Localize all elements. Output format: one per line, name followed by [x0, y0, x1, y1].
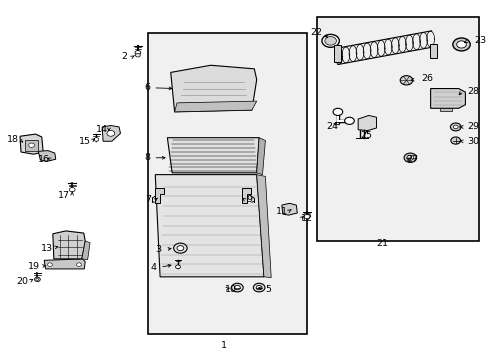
Circle shape [256, 285, 262, 290]
Text: 26: 26 [420, 75, 432, 84]
Circle shape [135, 50, 141, 55]
Text: 23: 23 [473, 36, 485, 45]
Text: 12: 12 [301, 214, 312, 223]
Text: 22: 22 [309, 28, 321, 37]
Text: 17: 17 [58, 191, 69, 200]
Circle shape [231, 283, 243, 292]
Bar [429, 44, 436, 58]
Text: 10: 10 [225, 285, 237, 294]
Circle shape [452, 125, 457, 129]
Text: 1: 1 [221, 341, 226, 350]
Bar [25, 140, 38, 150]
Circle shape [406, 155, 413, 160]
Text: 30: 30 [467, 137, 478, 146]
Polygon shape [44, 259, 85, 269]
Circle shape [403, 153, 416, 162]
Text: 7: 7 [145, 195, 151, 204]
Circle shape [324, 37, 336, 45]
Polygon shape [281, 203, 297, 215]
Circle shape [332, 108, 342, 116]
Circle shape [253, 283, 264, 292]
Text: 21: 21 [376, 239, 387, 248]
Text: 16: 16 [38, 155, 50, 164]
Text: 20: 20 [17, 276, 29, 285]
Circle shape [234, 285, 240, 290]
Circle shape [35, 277, 40, 282]
Circle shape [450, 137, 460, 144]
Circle shape [399, 76, 412, 85]
Polygon shape [53, 231, 85, 259]
Text: 4: 4 [150, 264, 156, 273]
Polygon shape [174, 101, 256, 112]
Circle shape [36, 278, 39, 280]
Text: 18: 18 [7, 135, 19, 144]
Circle shape [107, 131, 115, 136]
Text: 2: 2 [121, 52, 127, 61]
Circle shape [135, 53, 140, 57]
Bar [316, 17, 478, 241]
Bar [333, 45, 341, 62]
Circle shape [177, 246, 183, 251]
Polygon shape [155, 175, 264, 277]
Polygon shape [38, 150, 56, 161]
Circle shape [47, 263, 52, 266]
Polygon shape [170, 65, 256, 112]
Circle shape [321, 35, 339, 47]
Bar [439, 108, 451, 111]
Text: 28: 28 [467, 86, 478, 95]
Polygon shape [256, 175, 271, 278]
Bar [148, 33, 307, 334]
Text: 24: 24 [325, 122, 337, 131]
Text: 5: 5 [265, 285, 271, 294]
Polygon shape [256, 138, 265, 175]
Circle shape [456, 41, 466, 48]
Text: 11: 11 [275, 207, 287, 216]
Text: 13: 13 [41, 244, 53, 253]
Circle shape [94, 138, 99, 141]
Text: 29: 29 [467, 122, 478, 131]
Polygon shape [357, 116, 376, 131]
Polygon shape [102, 126, 120, 141]
Text: 3: 3 [155, 246, 161, 255]
Text: 19: 19 [28, 262, 40, 271]
Polygon shape [430, 89, 465, 108]
Polygon shape [242, 188, 250, 203]
Text: 8: 8 [144, 153, 150, 162]
Text: 25: 25 [359, 131, 371, 140]
Circle shape [173, 243, 187, 253]
Polygon shape [20, 134, 43, 154]
Polygon shape [155, 188, 163, 203]
Text: 9: 9 [245, 195, 252, 204]
Circle shape [304, 215, 309, 219]
Circle shape [452, 38, 469, 51]
Circle shape [449, 123, 460, 131]
Circle shape [29, 143, 35, 147]
Circle shape [344, 117, 354, 125]
Circle shape [69, 188, 75, 192]
Text: 6: 6 [144, 83, 150, 92]
Circle shape [77, 263, 81, 266]
Circle shape [175, 265, 180, 269]
Polygon shape [167, 138, 259, 173]
Polygon shape [81, 241, 90, 260]
Text: 27: 27 [406, 155, 418, 164]
Text: 15: 15 [79, 137, 90, 146]
Text: 14: 14 [96, 125, 108, 134]
